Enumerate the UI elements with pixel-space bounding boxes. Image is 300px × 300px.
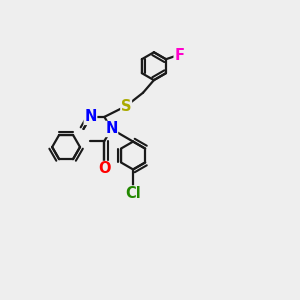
Text: N: N xyxy=(84,110,97,124)
Text: S: S xyxy=(121,98,131,113)
Text: O: O xyxy=(98,161,111,176)
Text: N: N xyxy=(105,122,118,136)
Text: F: F xyxy=(174,48,184,63)
Text: Cl: Cl xyxy=(125,186,141,201)
